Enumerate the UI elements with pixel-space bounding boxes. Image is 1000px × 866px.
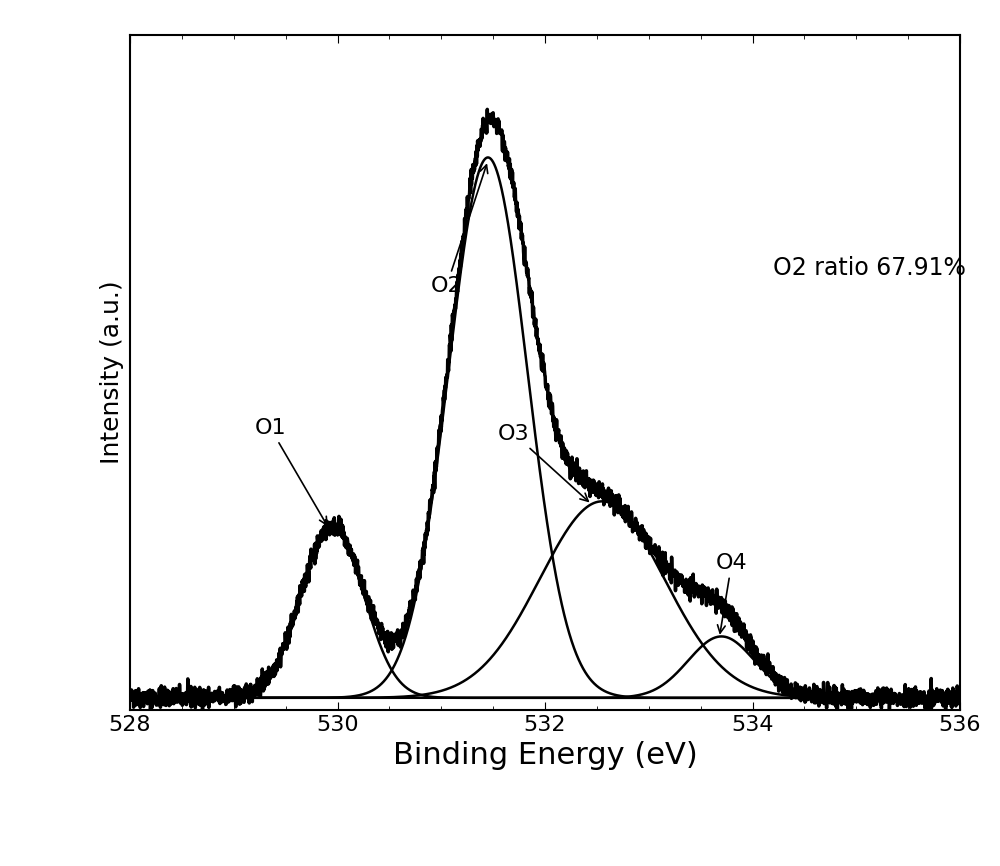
Text: O4: O4 <box>716 553 748 633</box>
X-axis label: Binding Energy (eV): Binding Energy (eV) <box>393 740 697 770</box>
Y-axis label: Intensity (a.u.): Intensity (a.u.) <box>100 281 124 464</box>
Text: O2: O2 <box>431 165 488 296</box>
Text: O3: O3 <box>498 423 588 501</box>
Text: O2 ratio 67.91%: O2 ratio 67.91% <box>773 256 966 280</box>
Text: O1: O1 <box>254 417 327 525</box>
